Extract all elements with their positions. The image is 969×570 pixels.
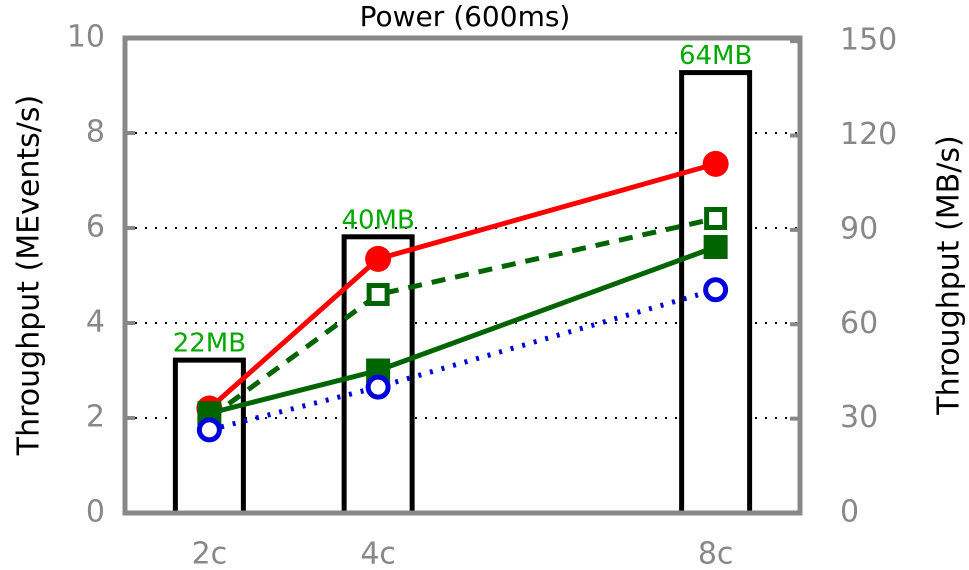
y2-tick-label: 0 xyxy=(840,495,859,530)
marker xyxy=(366,283,390,306)
series-line xyxy=(208,244,717,416)
marker xyxy=(196,417,222,443)
bar-annotation: 64MB xyxy=(679,41,752,71)
x-tick-label: 2c xyxy=(192,537,228,570)
y-tick-label: 2 xyxy=(86,400,105,435)
y-axis-label: Throughput (MEvents/s) xyxy=(12,95,47,456)
marker xyxy=(704,207,728,230)
y2-tick-label: 120 xyxy=(840,117,897,152)
y-tick-label: 4 xyxy=(86,305,105,340)
y2-tick-label: 90 xyxy=(840,211,878,246)
y-tick-label: 0 xyxy=(86,495,105,530)
y2-tick-label: 150 xyxy=(840,23,897,58)
marker xyxy=(365,374,391,400)
bar-annotation: 40MB xyxy=(341,205,414,235)
marker xyxy=(703,277,729,303)
y2-tick-label: 60 xyxy=(840,306,878,341)
plot-frame xyxy=(122,35,803,516)
series-line xyxy=(207,216,717,421)
series-line xyxy=(208,287,717,433)
y2-tick-label: 30 xyxy=(840,400,878,435)
bar-annotation: 22MB xyxy=(173,329,246,359)
x-tick-label: 8c xyxy=(698,537,734,570)
chart-title: Power (600ms) xyxy=(360,0,571,33)
x-tick-label: 4c xyxy=(360,537,396,570)
y-tick-label: 6 xyxy=(86,210,105,245)
y-tick-label: 10 xyxy=(67,20,105,55)
y2-axis-label: Throughput (MB/s) xyxy=(932,135,967,415)
y-tick-label: 8 xyxy=(86,115,105,150)
marker xyxy=(702,150,729,177)
marker xyxy=(703,235,728,259)
marker xyxy=(365,245,392,272)
series-line xyxy=(207,161,717,411)
